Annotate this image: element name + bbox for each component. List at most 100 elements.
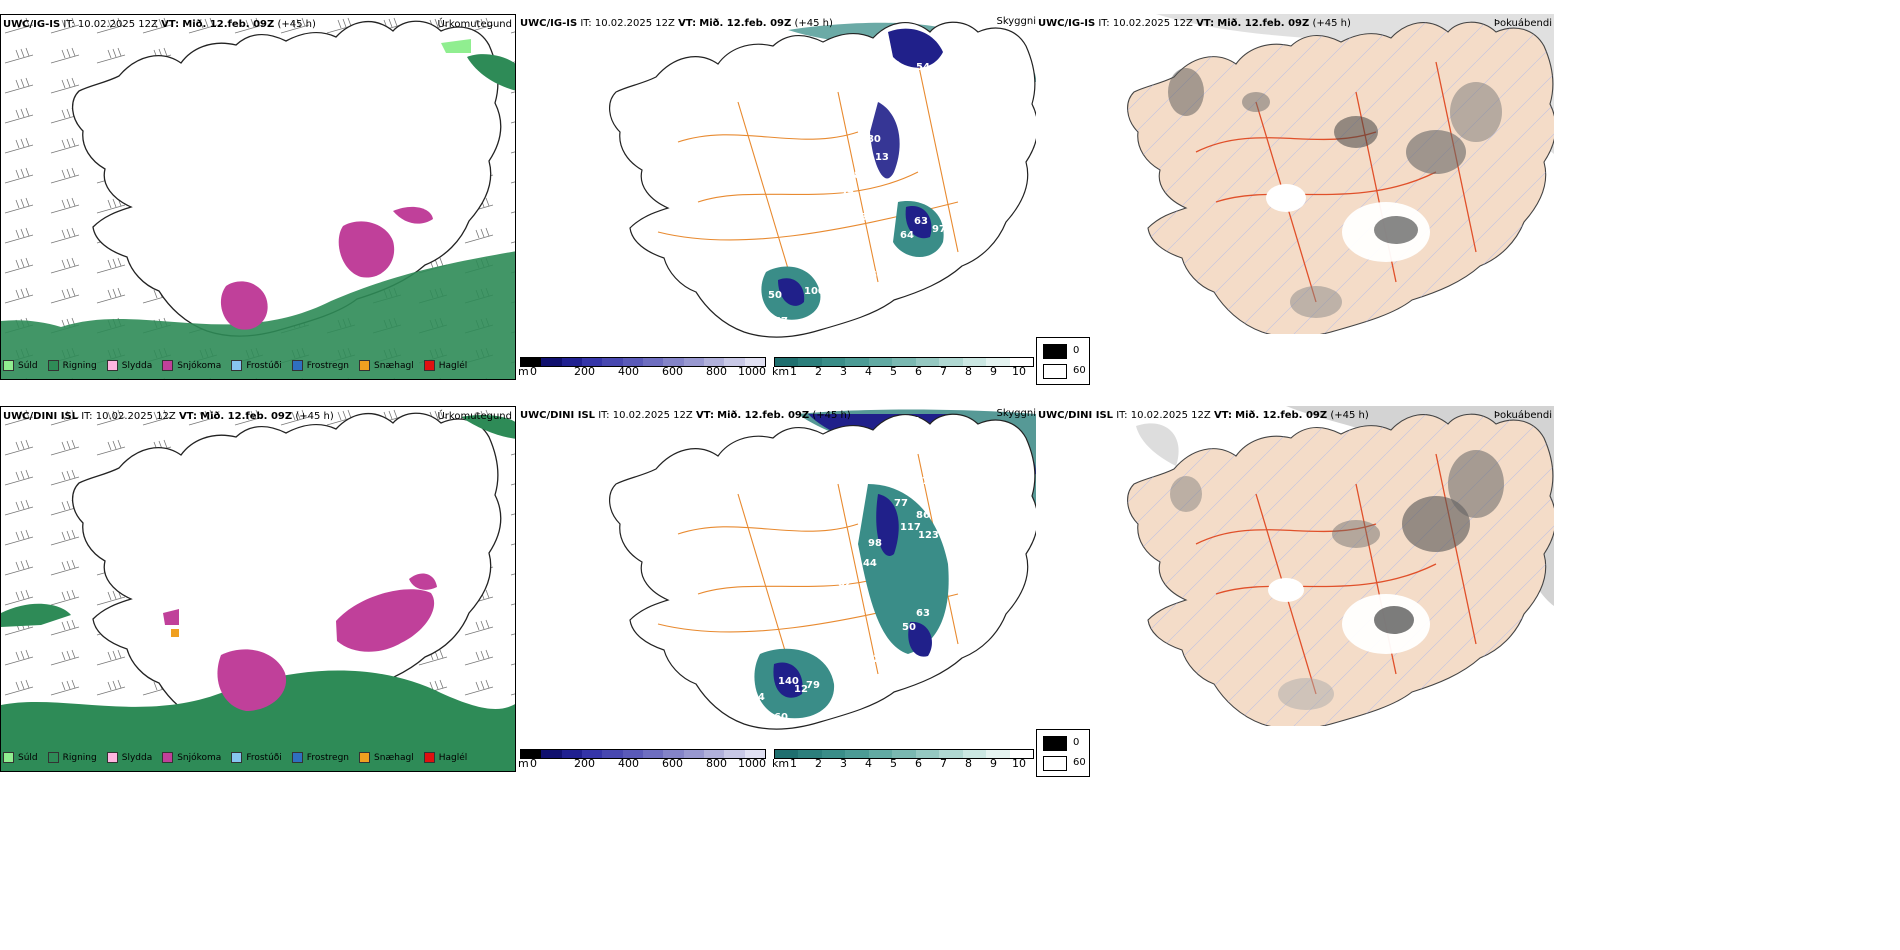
legend-swatch xyxy=(231,360,243,371)
ceiling-label: 155 xyxy=(996,458,1017,469)
colorbar-bin xyxy=(986,358,1010,366)
panel-header: UWC/DINI ISL IT: 10.02.2025 12Z VT: Mið.… xyxy=(1038,410,1369,421)
ceiling-label: 92 xyxy=(746,298,760,309)
low-ceiling-area xyxy=(888,28,943,68)
tick-label: 600 xyxy=(662,365,683,378)
tick-label: 8 xyxy=(965,365,972,378)
ceiling-label: 63 xyxy=(934,466,948,477)
tick-label: 3 xyxy=(840,365,847,378)
legend-item-hail: Haglél xyxy=(423,360,467,371)
visibility-colorbar xyxy=(774,749,1034,759)
ceiling-unit: m xyxy=(518,757,529,770)
low-ceiling-area xyxy=(908,621,932,657)
ceiling-label: 100 xyxy=(804,286,825,297)
colorbar-bin xyxy=(744,750,765,758)
ceiling-label: 154 xyxy=(1008,464,1029,475)
legend-item-freezing-rain: Frostregn xyxy=(291,752,349,763)
fog-index-map-graphic xyxy=(1127,406,1554,726)
rain-area xyxy=(1,670,515,771)
legend-item-freezing-drizzle: Frostúði xyxy=(231,752,282,763)
tick-label: 200 xyxy=(574,757,595,770)
legend-item-sleet: Slydda xyxy=(106,752,152,763)
ceiling-label: 67 xyxy=(774,316,788,327)
fog-index-map-dini: UWC/DINI ISL IT: 10.02.2025 12Z VT: Mið.… xyxy=(1036,406,1554,726)
tick-label: 1000 xyxy=(738,365,766,378)
tick-label: 7 xyxy=(940,365,947,378)
panel-title: Skyggni xyxy=(996,408,1036,419)
ceiling-label: 86 xyxy=(916,510,930,521)
ceiling-label: 71 xyxy=(630,52,644,63)
ceiling-label: 17 xyxy=(830,608,844,619)
ceiling-label: 59 xyxy=(892,440,906,451)
ceiling-unit: m xyxy=(518,365,529,378)
legend-swatch xyxy=(423,752,435,763)
ceiling-colorbar xyxy=(520,357,766,367)
tick-label: 0 xyxy=(530,365,537,378)
ceiling-label: 71 xyxy=(922,476,936,487)
legend-swatch-white xyxy=(1043,756,1067,771)
low-ceiling-area xyxy=(876,494,899,556)
colorbar-bin xyxy=(892,750,916,758)
colorbar-bin xyxy=(541,750,562,758)
ceiling-label: 113 xyxy=(868,152,889,163)
colorbar-bin xyxy=(845,358,869,366)
tick-label: 200 xyxy=(574,365,595,378)
colorbar-bin xyxy=(521,750,542,758)
colorbar-bin xyxy=(561,750,582,758)
tick-label: 400 xyxy=(618,365,639,378)
tick-label: 9 xyxy=(990,757,997,770)
colorbar-bin xyxy=(622,750,643,758)
tick-label: 10 xyxy=(1012,757,1026,770)
ceiling-label: 68 xyxy=(886,60,900,71)
legend-swatch xyxy=(162,360,174,371)
precip-type-map-graphic xyxy=(1,407,515,771)
tick-label: 6 xyxy=(915,757,922,770)
ceiling-label: 63 xyxy=(914,216,928,227)
ceiling-colorbar xyxy=(520,749,766,759)
colorbar-bin xyxy=(622,358,643,366)
tick-label: 600 xyxy=(662,757,683,770)
legend-swatch xyxy=(47,752,59,763)
legend-swatch-black xyxy=(1043,344,1067,359)
tick-label: 5 xyxy=(890,757,897,770)
legend-label: 60 xyxy=(1073,365,1086,376)
ceiling-label: 97 xyxy=(932,224,946,235)
snow-area xyxy=(393,206,433,224)
ceiling-label: 144 xyxy=(856,558,877,569)
colorbar-bin xyxy=(939,750,963,758)
colorbar-bin xyxy=(1009,750,1033,758)
legend-item-snow: Snjókoma xyxy=(162,360,221,371)
legend-swatch xyxy=(106,752,118,763)
colorbar-bin xyxy=(683,358,704,366)
ceiling-label: 98 xyxy=(810,140,824,151)
legend-item-rain: Rigning xyxy=(47,360,97,371)
precip-legend: Súld Rigning Slydda Snjókoma Frostúði Fr… xyxy=(3,360,467,371)
panel-title: Þokuábendi xyxy=(1493,410,1552,421)
panel-header: UWC/IG-IS IT: 10.02.2025 12Z VT: Mið. 12… xyxy=(1038,18,1351,29)
ceiling-labels: 71 68 54 68 98 46 87 180 113 77 69 85 63… xyxy=(630,52,946,327)
ceiling-labels: 191 105 59 43 63 71 155 154 141 142 77 8… xyxy=(742,416,1033,723)
colorbar-bin xyxy=(915,750,940,758)
ceiling-label: 82 xyxy=(838,578,852,589)
tick-label: 0 xyxy=(530,757,537,770)
low-ceiling-area xyxy=(778,278,805,306)
colorbar-bin xyxy=(962,358,987,366)
tick-label: 400 xyxy=(618,757,639,770)
tick-label: 4 xyxy=(865,365,872,378)
snow-area xyxy=(336,589,435,652)
legend-swatch xyxy=(291,360,303,371)
legend-swatch xyxy=(231,752,243,763)
colorbar-bin xyxy=(798,358,822,366)
colorbar-bin xyxy=(845,750,869,758)
colorbar-bin xyxy=(775,750,799,758)
ceiling-label: 12 xyxy=(794,684,808,695)
colorbar-bin xyxy=(541,358,562,366)
colorbar-bin xyxy=(775,358,799,366)
colorbar-bin xyxy=(663,358,684,366)
ceiling-label: 141 xyxy=(994,478,1015,489)
tick-label: 8 xyxy=(965,757,972,770)
tick-label: 2 xyxy=(815,757,822,770)
fog-index-legend: 0 60 xyxy=(1036,729,1090,777)
colorbar-bin xyxy=(915,358,940,366)
ceiling-label: 60 xyxy=(774,712,788,723)
